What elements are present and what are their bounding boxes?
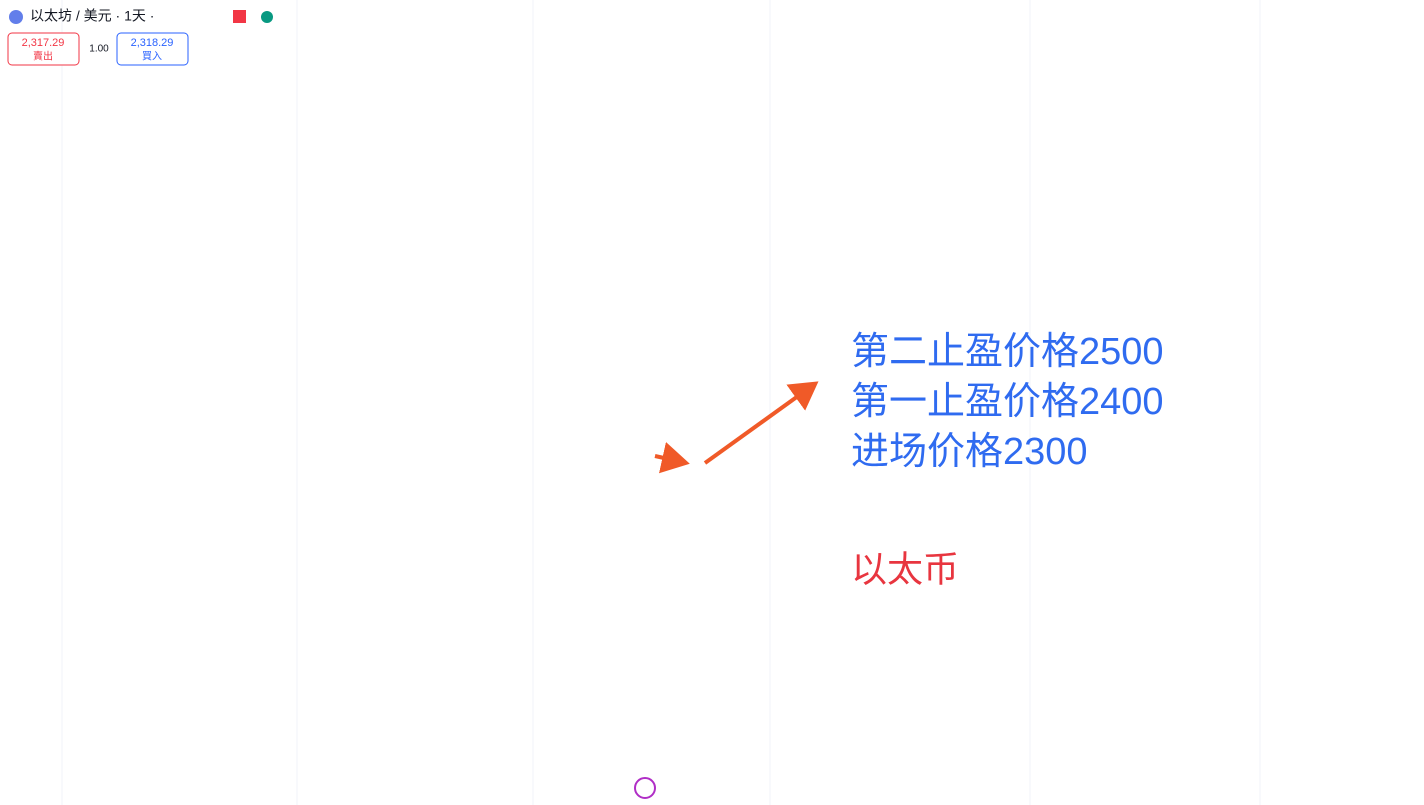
sell-label: 賣出 <box>33 50 53 63</box>
buy-label: 買入 <box>142 51 162 63</box>
flag-icon[interactable] <box>233 10 246 23</box>
arrow <box>654 442 690 474</box>
buy-price: 2,318.29 <box>131 37 174 49</box>
annotation: 第二止盈价格2500 <box>851 331 1164 373</box>
replay-icon[interactable] <box>634 777 656 799</box>
status-icon <box>261 11 273 23</box>
v-grid <box>61 0 1261 805</box>
sell-button[interactable] <box>7 32 80 66</box>
annotation: 第一止盈价格2400 <box>851 381 1164 423</box>
spread: 1.00 <box>89 44 109 55</box>
annotations: 第二止盈价格2500 第一止盈价格2400 进场价格2300 以太币 <box>851 331 1164 589</box>
header: 以太坊 / 美元 · 1天 · 2,317.29 賣出 1.00 2,318.2… <box>7 8 273 66</box>
coin-icon <box>9 10 23 24</box>
buy-button[interactable] <box>116 32 189 66</box>
arrow <box>703 381 819 465</box>
sell-price: 2,317.29 <box>22 37 65 49</box>
symbol: 以太坊 / 美元 · 1天 · <box>30 8 154 24</box>
annotation: 以太币 <box>851 549 959 590</box>
price-axis <box>1355 0 1424 805</box>
annotation: 进场价格2300 <box>851 431 1088 473</box>
